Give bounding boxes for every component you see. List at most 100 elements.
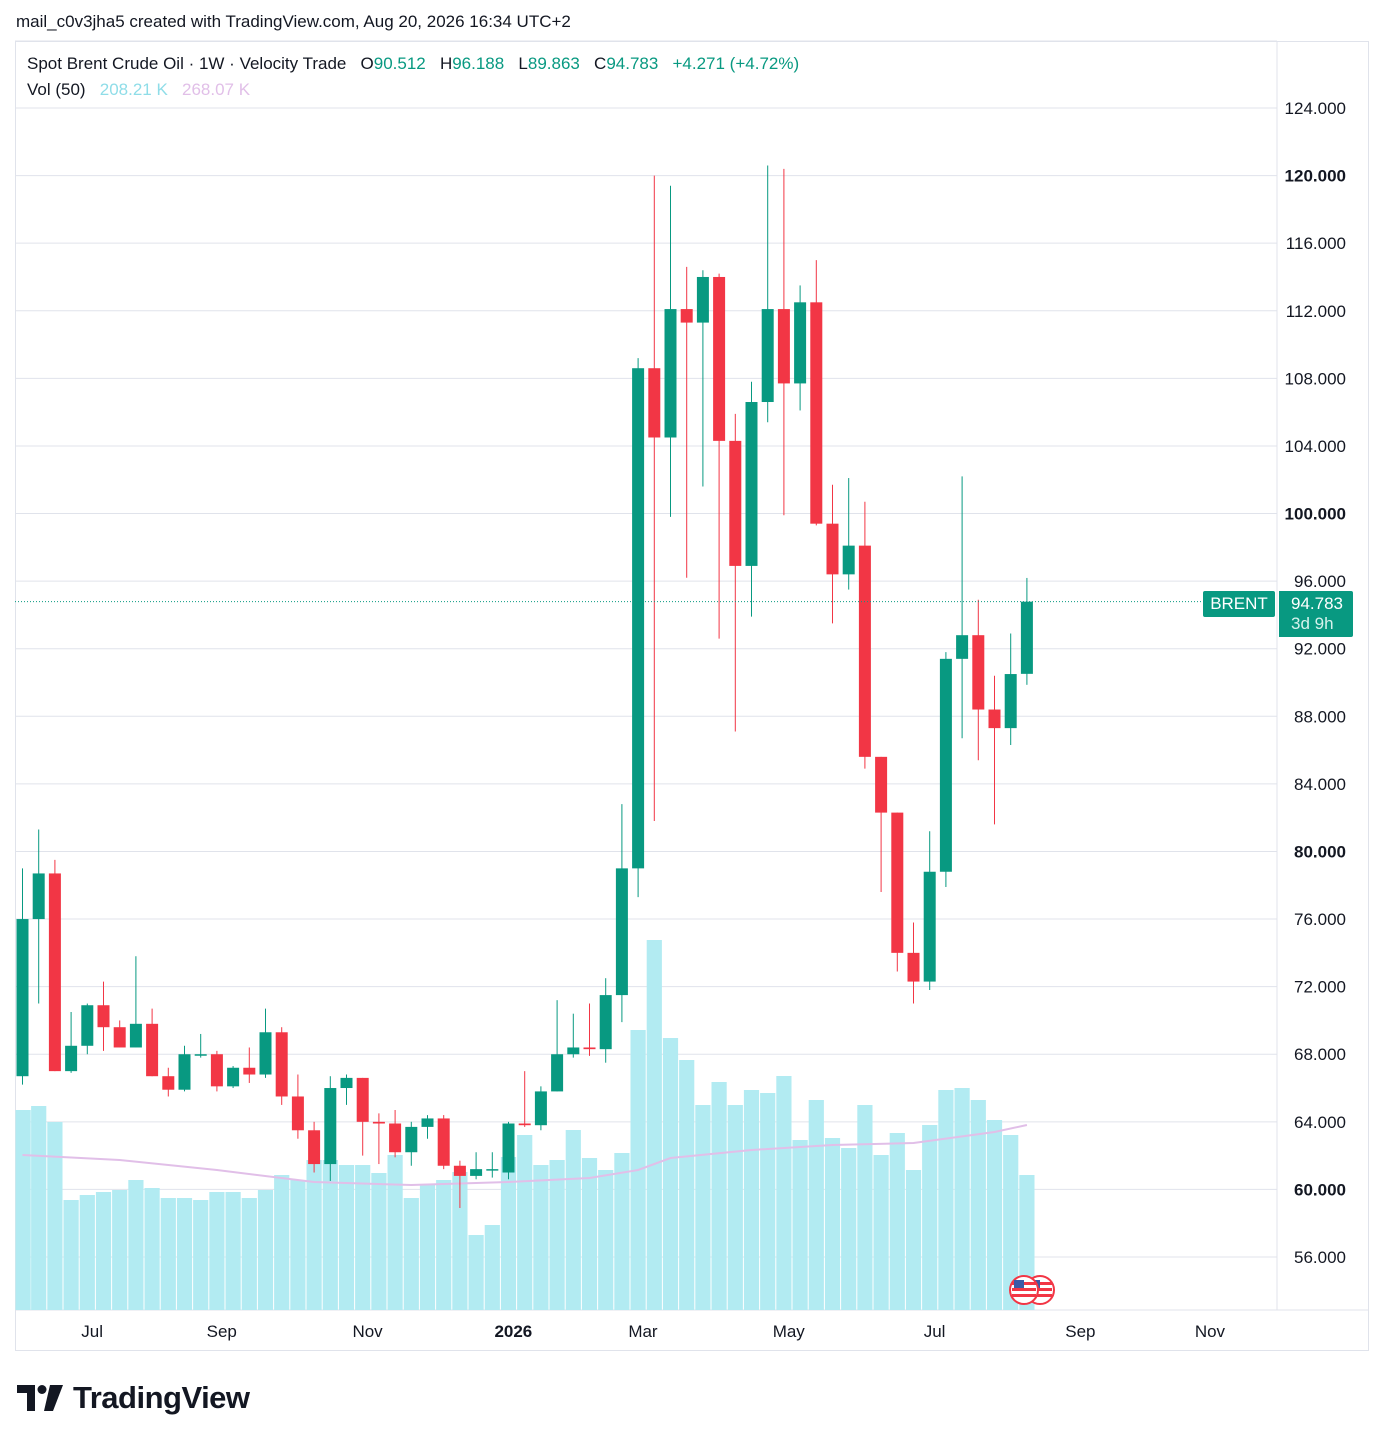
y-tick-label: 76.000 [1294,910,1346,929]
y-tick-label: 100.000 [1285,505,1346,524]
last-price-tag: 94.783 3d 9h [1279,591,1353,637]
candle[interactable] [680,266,693,578]
close-value: 94.783 [606,54,659,73]
candle[interactable] [227,1066,240,1089]
candle[interactable] [648,175,661,822]
candle-body [632,368,645,869]
candle[interactable] [956,476,969,739]
candle-body [65,1045,78,1072]
symbol-title[interactable]: Spot Brent Crude Oil · 1W · Velocity Tra… [27,54,347,73]
volume-bar [954,1088,970,1310]
candle[interactable] [275,1027,288,1105]
candle[interactable] [745,381,758,617]
volume-bar [95,1192,112,1310]
candle-body [340,1077,353,1089]
candle[interactable] [453,1160,466,1208]
candle[interactable] [146,1008,159,1077]
candle-body [729,440,742,566]
candle-body [48,873,61,1072]
volume-bar [209,1192,225,1310]
candle[interactable] [551,1000,564,1092]
candle[interactable] [259,1008,272,1078]
bar-countdown: 3d 9h [1291,614,1334,633]
candle[interactable] [194,1033,207,1058]
candle[interactable] [1020,577,1033,685]
candle[interactable] [356,1077,369,1156]
candle[interactable] [291,1074,304,1139]
candle[interactable] [988,675,1001,825]
candle[interactable] [486,1152,499,1178]
candle[interactable] [210,1050,223,1092]
candle[interactable] [421,1115,434,1139]
candle[interactable] [632,358,645,898]
volume-bar [403,1198,419,1310]
candle[interactable] [389,1109,402,1158]
candle[interactable] [567,1013,580,1058]
candle[interactable] [713,273,726,639]
candle-body [324,1088,337,1165]
candle[interactable] [615,804,628,1023]
volume-label[interactable]: Vol (50) [27,80,86,99]
volume-bar [436,1180,452,1310]
candle[interactable] [972,599,985,761]
candle[interactable] [729,413,742,732]
candle-body [534,1091,547,1126]
candle[interactable] [470,1152,483,1180]
candle[interactable] [1004,633,1017,746]
candle[interactable] [48,859,61,1072]
candle[interactable] [583,1003,596,1056]
high-value: 96.188 [452,54,505,73]
candle[interactable] [777,168,790,516]
candle[interactable] [810,260,823,526]
candle[interactable] [842,478,855,590]
candle[interactable] [32,829,45,1004]
candle[interactable] [761,165,774,423]
volume-bar [112,1190,128,1310]
candle[interactable] [65,1011,78,1073]
close-label: C [594,54,607,73]
volume-bar [776,1076,792,1310]
candle[interactable] [923,831,936,991]
candle[interactable] [891,812,904,972]
candle[interactable] [113,1020,126,1048]
volume-legend[interactable]: Vol (50) 208.21 K 268.07 K [27,80,250,100]
candles [16,165,1033,1208]
candle[interactable] [907,922,920,1004]
candle[interactable] [534,1086,547,1131]
ohlc-legend[interactable]: Spot Brent Crude Oil · 1W · Velocity Tra… [27,54,799,74]
candle[interactable] [308,1121,321,1173]
candle[interactable] [405,1121,418,1166]
y-tick-label: 56.000 [1294,1248,1346,1267]
candle[interactable] [97,981,110,1051]
candle[interactable] [794,285,807,411]
candle[interactable] [129,956,142,1048]
candle[interactable] [599,978,612,1063]
candle[interactable] [875,756,888,893]
tradingview-logo[interactable]: TradingView [17,1378,250,1418]
candle-body [210,1054,223,1087]
candle[interactable] [340,1074,353,1105]
candle[interactable] [372,1113,385,1165]
candle-body [745,402,758,566]
volume-bar [792,1140,808,1310]
candle-body [599,995,612,1050]
us-flag-icon[interactable] [1009,1275,1039,1305]
candle[interactable] [826,484,839,624]
candle[interactable] [696,270,709,487]
candle-body [826,523,839,575]
candle[interactable] [664,185,677,517]
candle[interactable] [16,868,29,1085]
candle[interactable] [502,1121,515,1180]
candle[interactable] [178,1045,191,1092]
candle[interactable] [81,1003,94,1055]
candle-body [907,952,920,982]
candle[interactable] [939,652,952,887]
candle[interactable] [243,1047,256,1083]
candle-body [713,276,726,441]
candle[interactable] [518,1071,531,1127]
candle[interactable] [858,501,871,769]
candle[interactable] [162,1067,175,1097]
candle[interactable] [437,1115,450,1170]
candle[interactable] [324,1076,337,1181]
